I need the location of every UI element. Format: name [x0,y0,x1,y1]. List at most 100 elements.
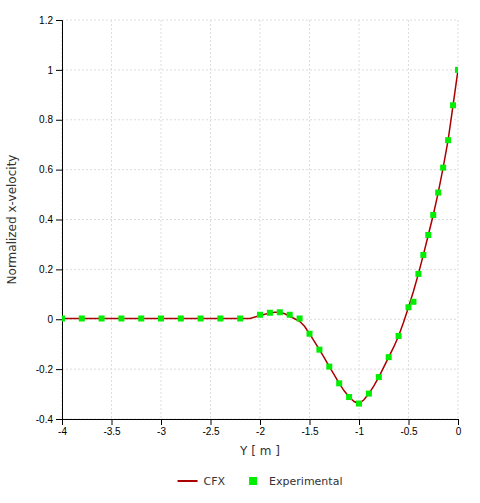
series-point [435,190,441,196]
x-tick-mark [211,419,212,425]
series-point [425,232,431,238]
y-tick-mark [56,20,62,21]
x-tick-mark [310,419,311,425]
grid-line-x [408,20,409,419]
x-tick: -0.5 [400,419,418,437]
series-point [307,331,313,337]
y-tick: 1 [47,65,62,76]
x-tick-mark [359,419,360,425]
series-point [267,310,273,316]
y-tick: -0.2 [36,364,62,375]
y-tick-label: -0.4 [36,414,54,425]
series-point [445,137,451,143]
y-tick-label: 0.4 [39,214,53,225]
chart: -4 -3.5 -3 -2.5 -2 -1.5 -1 -0.5 0 -0.4 -0.2 0 0.2 0.4… [0,0,480,503]
x-tick: -3.5 [103,419,121,437]
y-tick-label: 0.2 [39,264,53,275]
x-tick: -4 [58,419,67,437]
series-point [198,316,204,322]
series-point [316,347,322,353]
series-point [79,316,85,322]
series-point [178,316,184,322]
x-tick-mark [161,419,162,425]
x-tick-label: -1.5 [301,426,319,437]
y-tick-mark [56,419,62,420]
y-tick: 0.8 [39,114,62,125]
series-point [138,316,144,322]
series-point [346,394,352,400]
x-tick: -1.5 [301,419,319,437]
y-tick-label: 1.2 [39,15,53,26]
y-tick-label: 0.6 [39,164,53,175]
y-tick-mark [56,269,62,270]
y-axis: -0.4 -0.2 0 0.2 0.4 0.6 0.8 1 1.2 [36,15,63,425]
grid-line-y [62,369,458,370]
y-tick-mark [56,369,62,370]
y-tick: -0.4 [36,414,62,425]
y-tick: 0.2 [39,264,62,275]
plot: -4 -3.5 -3 -2.5 -2 -1.5 -1 -0.5 0 -0.4 -0.2 0 0.2 0.4… [36,15,462,437]
y-tick-mark [56,170,62,171]
y-tick: 0.6 [39,164,62,175]
x-tick-label: -3 [157,426,166,437]
series-point [336,380,342,386]
y-tick-mark [56,319,62,320]
y-tick-label: 1 [47,65,53,76]
series-point [237,316,243,322]
y-tick-label: 0.8 [39,114,53,125]
series-point [420,252,426,258]
x-tick-label: 0 [456,426,462,437]
y-tick-mark [56,120,62,121]
series-point [297,316,303,322]
y-tick-mark [56,70,62,71]
y-tick-label: -0.2 [36,364,54,375]
series-point [118,316,124,322]
grid-line-y [62,20,458,21]
series-point [396,333,402,339]
y-tick: 1.2 [39,15,62,26]
x-tick-label: -3.5 [103,426,121,437]
x-tick-mark [458,419,459,425]
x-tick-label: -1 [355,426,364,437]
series-point [386,354,392,360]
grid-line-x [161,20,162,419]
y-tick-label: 0 [47,314,53,325]
grid [62,20,458,419]
series-point [158,316,164,322]
series-point [62,316,65,322]
series-point [450,102,456,108]
grid-line-y [62,219,458,220]
y-tick: 0 [47,314,62,325]
x-tick-label: -2.5 [202,426,220,437]
y-tick: 0.4 [39,214,62,225]
legend-swatch [178,480,198,482]
x-tick: -3 [157,419,166,437]
series-point [410,299,416,305]
series-point [455,67,458,73]
legend-swatch [249,477,257,485]
grid-line-y [62,119,458,120]
marks [62,67,458,407]
x-tick: -2.5 [202,419,220,437]
series-point [257,312,263,318]
series-point [287,312,293,318]
x-tick-mark [260,419,261,425]
x-axis-title: Y [ m ] [239,444,280,458]
x-axis: -4 -3.5 -3 -2.5 -2 -1.5 -1 -0.5 0 [58,419,462,437]
series-line [62,70,458,404]
x-tick: -1 [355,419,364,437]
y-tick-mark [56,220,62,221]
series-point [99,316,105,322]
series-point [406,304,412,310]
series-point [415,271,421,277]
x-tick-label: -0.5 [400,426,418,437]
series-point [430,212,436,218]
x-tick-label: -2 [256,426,265,437]
y-axis-line [56,21,63,420]
grid-line-y [62,69,458,70]
legend-item: Experimental [249,475,342,488]
legend-item: CFX [178,475,226,488]
x-tick-mark [112,419,113,425]
y-axis-title: Normalized x-velocity [5,155,19,285]
series-point [217,316,223,322]
